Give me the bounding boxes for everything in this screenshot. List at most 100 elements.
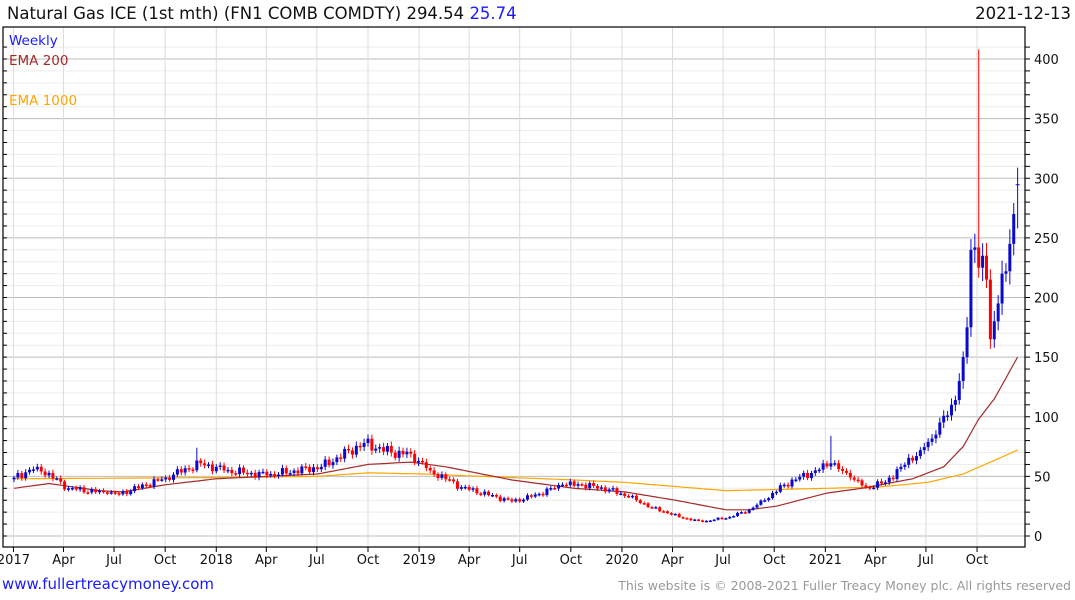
candle-body — [615, 488, 619, 494]
candle — [455, 478, 459, 492]
candle — [833, 460, 837, 467]
candle — [669, 512, 673, 516]
candle — [413, 450, 417, 466]
candle-body — [300, 466, 304, 474]
candle-body — [833, 463, 837, 465]
candle-body — [759, 500, 763, 505]
candle-body — [175, 469, 179, 475]
candle — [171, 472, 175, 483]
instrument-title: Natural Gas ICE (1st mth) (FN1 COMB COMD… — [7, 4, 465, 23]
candle-body — [879, 481, 883, 484]
candle-body — [20, 473, 24, 479]
candle — [444, 472, 448, 483]
candle — [389, 441, 393, 457]
candle-body — [918, 450, 922, 457]
legend-weekly: Weekly — [9, 33, 58, 49]
candle — [207, 462, 210, 469]
candle — [1004, 263, 1008, 282]
candle-body — [249, 472, 253, 475]
candle-body — [226, 469, 230, 472]
candle-body — [277, 474, 281, 477]
candle — [277, 471, 281, 479]
candle-body — [179, 469, 183, 473]
candle-body — [393, 452, 397, 458]
candle-body — [887, 477, 891, 483]
candle-body — [101, 490, 105, 493]
candle — [168, 474, 172, 482]
candle — [603, 485, 607, 494]
candle-body — [599, 487, 603, 489]
candle — [895, 466, 899, 482]
candle — [514, 497, 518, 503]
candle — [572, 479, 576, 488]
candle — [265, 469, 269, 479]
candle — [786, 482, 790, 489]
candle-body — [817, 469, 821, 472]
candle-body — [335, 457, 339, 463]
candle — [66, 485, 70, 492]
candle — [59, 475, 63, 485]
candle-body — [385, 445, 389, 452]
candle-body — [444, 474, 448, 480]
candle — [771, 490, 775, 500]
ema200-path — [13, 356, 1019, 511]
candle-body — [140, 484, 144, 488]
candle — [31, 466, 35, 473]
candle — [315, 464, 319, 473]
candle — [580, 482, 584, 487]
candle-body — [339, 457, 343, 459]
candle-body — [471, 488, 475, 490]
x-tick-label: Jul — [511, 553, 528, 568]
y-tick-label: 300 — [1034, 172, 1059, 187]
candle — [533, 492, 537, 498]
candle-body — [837, 463, 841, 470]
candle — [883, 480, 887, 486]
candle-body — [926, 441, 930, 448]
website-link[interactable]: www.fullertreacymoney.com — [2, 575, 215, 593]
candle — [592, 480, 596, 488]
candle — [467, 484, 471, 492]
candle-body — [767, 498, 771, 501]
candle-body — [518, 499, 522, 502]
candle-body — [689, 518, 693, 521]
candle-body — [218, 465, 222, 467]
candle-body — [666, 511, 670, 514]
copyright-notice: This website is © 2008-2021 Fuller Treac… — [618, 578, 1071, 593]
candle — [794, 477, 798, 483]
axes: 2017 Apr Jul Oct 2018 Apr Jul Oct 2019 Apr Jul Oct 2… — [0, 26, 1059, 568]
y-tick-label: 350 — [1034, 113, 1059, 128]
candle — [242, 465, 246, 475]
candle — [588, 481, 592, 491]
candle — [362, 438, 366, 451]
candle-body — [1004, 271, 1008, 274]
candle-body — [701, 520, 705, 522]
candle-body — [774, 491, 778, 494]
candle — [494, 493, 498, 499]
candle-body — [899, 466, 903, 470]
candle — [440, 471, 444, 480]
candle — [564, 482, 568, 488]
candle — [802, 470, 806, 480]
candle-body — [358, 445, 362, 448]
candle-body — [203, 463, 207, 466]
candle — [841, 466, 845, 475]
candle — [144, 481, 148, 488]
candle-body — [697, 519, 701, 522]
candle — [280, 464, 284, 477]
candle — [475, 485, 479, 496]
candle — [922, 442, 926, 455]
candle — [596, 483, 599, 491]
candle — [755, 503, 759, 510]
y-tick-label: 150 — [1034, 351, 1059, 366]
candle — [436, 472, 440, 481]
candle-body — [934, 434, 938, 439]
candle-body — [234, 473, 238, 475]
candle-body — [1012, 214, 1016, 244]
candle-body — [253, 472, 257, 478]
candle-body — [627, 496, 631, 498]
candle — [887, 475, 891, 485]
candle — [798, 474, 802, 482]
candle-body — [829, 463, 833, 467]
candle-body — [654, 507, 658, 509]
candle-body — [568, 481, 572, 486]
